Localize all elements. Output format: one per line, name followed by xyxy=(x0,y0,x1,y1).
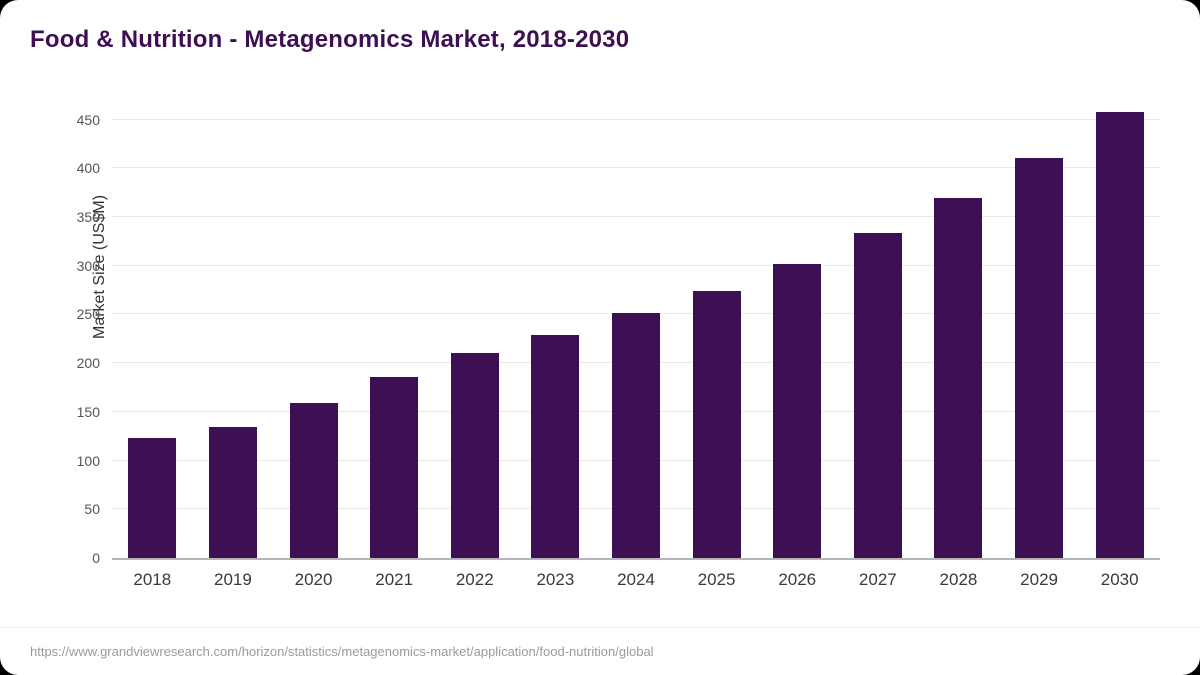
bar-2021 xyxy=(370,376,419,558)
y-tick-label: 100 xyxy=(76,452,100,469)
y-tick-label: 400 xyxy=(76,160,100,177)
bar-2026 xyxy=(773,263,822,558)
y-tick-label: 350 xyxy=(76,209,100,226)
y-tick-label: 150 xyxy=(76,403,100,420)
y-tick-label: 250 xyxy=(76,306,100,323)
bar-2029 xyxy=(1015,157,1064,558)
y-tick-label: 450 xyxy=(76,111,100,128)
x-tick-label: 2029 xyxy=(1020,570,1058,589)
plot-area: 0 50 100 150 200 250 300 350 400 450 2018 2019 2020 2… xyxy=(77,105,1160,589)
x-tick-label: 2026 xyxy=(778,570,817,589)
bar-2027 xyxy=(853,232,902,558)
x-tick-label: 2021 xyxy=(375,570,414,589)
bar-2024 xyxy=(612,313,660,558)
bar-2030 xyxy=(1095,111,1144,558)
gridline xyxy=(112,216,1160,218)
x-tick-label: 2030 xyxy=(1100,570,1139,589)
x-tick-label: 2028 xyxy=(939,570,978,589)
x-tick-label: 2025 xyxy=(697,570,736,589)
gridline xyxy=(112,167,1160,169)
bar-2025 xyxy=(692,291,741,558)
gridline xyxy=(112,118,1160,120)
bar-2023 xyxy=(531,334,580,558)
x-tick-label: 2023 xyxy=(536,570,575,589)
y-tick-label: 0 xyxy=(92,550,100,566)
x-tick-label: 2024 xyxy=(617,570,655,589)
y-tick-label: 200 xyxy=(76,355,100,372)
source-url: https://www.grandviewresearch.com/horizo… xyxy=(30,644,654,659)
footer: https://www.grandviewresearch.com/horizo… xyxy=(0,627,1200,675)
y-tick-label: 300 xyxy=(76,257,100,274)
x-tick-label: 2018 xyxy=(133,570,172,589)
chart-title: Food & Nutrition - Metagenomics Market, … xyxy=(30,26,630,53)
x-tick-label: 2019 xyxy=(214,570,252,589)
bar-2020 xyxy=(289,403,338,558)
bar-2019 xyxy=(208,427,257,558)
x-tick-label: 2027 xyxy=(858,570,897,589)
x-tick-label: 2020 xyxy=(294,570,333,589)
bar-2028 xyxy=(934,197,983,558)
bar-2022 xyxy=(450,353,499,558)
y-tick-label: 50 xyxy=(84,501,100,518)
bar-2018 xyxy=(128,438,177,558)
gridline xyxy=(112,264,1160,266)
x-tick-label: 2022 xyxy=(455,570,494,589)
